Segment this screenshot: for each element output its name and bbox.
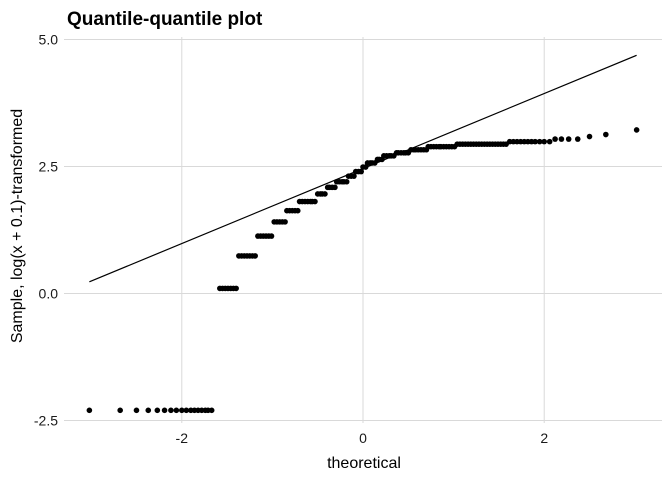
data-point bbox=[532, 138, 538, 145]
y-axis-tick-labels: -2.5 0.0 2.5 5.0 bbox=[34, 32, 58, 429]
data-point bbox=[252, 253, 258, 259]
y-tick-label: 5.0 bbox=[39, 32, 59, 48]
data-point bbox=[282, 219, 288, 225]
data-point bbox=[586, 133, 593, 140]
data-point bbox=[351, 173, 357, 179]
data-point bbox=[233, 285, 239, 292]
data-point bbox=[541, 138, 548, 145]
data-points bbox=[86, 127, 640, 414]
data-point bbox=[558, 136, 565, 142]
x-tick-label: 0 bbox=[359, 430, 367, 446]
y-axis-title: Sample, log(x + 0.1)-transformed bbox=[9, 109, 26, 343]
data-point bbox=[552, 136, 558, 142]
data-point bbox=[312, 198, 318, 205]
data-point bbox=[343, 178, 350, 185]
data-point bbox=[161, 407, 168, 414]
x-tick-label: 2 bbox=[540, 430, 548, 446]
data-point bbox=[268, 233, 275, 239]
data-point bbox=[322, 191, 328, 197]
data-point bbox=[178, 407, 185, 414]
chart-title: Quantile-quantile plot bbox=[67, 9, 263, 30]
data-point bbox=[154, 407, 161, 414]
data-point bbox=[536, 138, 543, 145]
data-point bbox=[603, 131, 609, 138]
data-point bbox=[183, 407, 190, 414]
y-tick-label: -2.5 bbox=[34, 412, 58, 428]
data-point bbox=[117, 407, 123, 414]
x-axis-title: theoretical bbox=[327, 455, 401, 472]
data-point bbox=[633, 127, 640, 133]
data-point bbox=[332, 184, 338, 191]
data-point bbox=[208, 407, 215, 414]
data-point bbox=[546, 138, 553, 145]
data-point bbox=[86, 407, 93, 414]
data-point bbox=[133, 407, 140, 414]
y-tick-label: 2.5 bbox=[39, 159, 59, 175]
data-point bbox=[574, 136, 581, 142]
y-tick-label: 0.0 bbox=[39, 285, 59, 301]
x-tick-label: -2 bbox=[176, 430, 189, 446]
x-axis-tick-labels: -2 0 2 bbox=[176, 430, 549, 446]
data-point bbox=[145, 407, 152, 414]
data-point bbox=[358, 168, 364, 175]
data-point bbox=[565, 136, 572, 142]
data-point bbox=[294, 207, 301, 214]
data-point bbox=[173, 407, 180, 414]
data-point bbox=[168, 407, 174, 414]
